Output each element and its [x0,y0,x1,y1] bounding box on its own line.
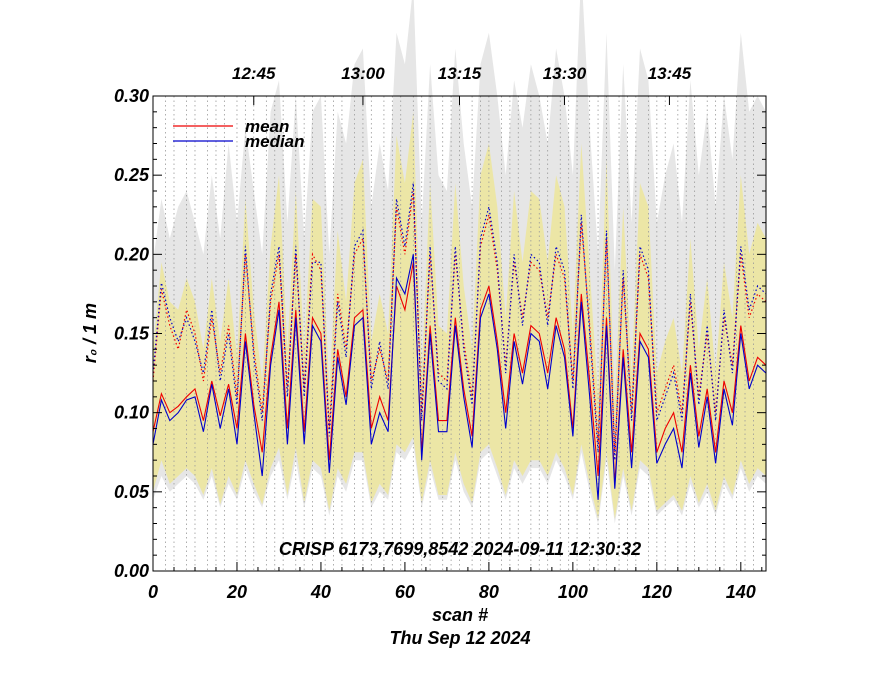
x-tick-label: 0 [148,582,158,602]
legend: mean median [173,117,305,151]
time-tick-label: 13:30 [543,64,587,83]
x-tick-label: 80 [479,582,499,602]
time-tick-label: 13:00 [341,64,385,83]
series-line-0 [153,262,766,484]
x-tick-label: 120 [642,582,672,602]
x-tick-label: 100 [558,582,588,602]
axis-tick-labels: 0 20 40 60 80 100 120 140 0.00 0.05 0.10 0.15 0.20 0.… [114,64,756,602]
date-label: Thu Sep 12 2024 [389,628,530,648]
axis-ticks [152,95,766,572]
x-tick-label: 140 [726,582,756,602]
legend-median-label: median [245,132,305,151]
y-tick-label: 0.00 [114,561,149,581]
plot-area [153,96,766,571]
legend-mean-label: mean [245,117,289,136]
time-tick-label: 13:45 [648,64,692,83]
series-line-1 [153,254,766,500]
chart-annotation: CRISP 6173,7699,8542 2024-09-11 12:30:32 [279,539,641,559]
y-tick-label: 0.10 [114,403,149,423]
y-tick-label: 0.15 [114,324,150,344]
y-tick-label: 0.25 [114,165,150,185]
x-tick-label: 60 [395,582,415,602]
x-axis-title: scan # [432,605,488,625]
x-tick-label: 40 [310,582,331,602]
time-tick-label: 12:45 [232,64,276,83]
y-axis-title: r₀ / 1 m [80,303,100,363]
x-tick-label: 20 [226,582,247,602]
y-tick-label: 0.20 [114,244,149,264]
y-tick-label: 0.05 [114,482,150,502]
time-tick-label: 13:15 [438,64,482,83]
series-line-2 [153,190,766,453]
series-lines [153,183,766,500]
y-tick-label: 0.30 [114,86,149,106]
